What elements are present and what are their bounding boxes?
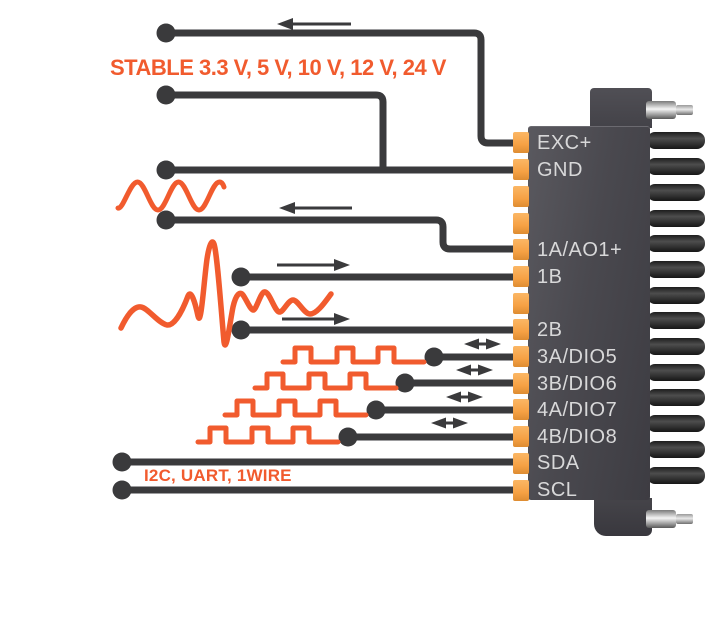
- wavelet-wave-icon: [118, 239, 334, 348]
- arrow-bidirectional-icon: [464, 338, 501, 350]
- cable: [647, 158, 705, 175]
- arrow-bidirectional-icon: [456, 364, 493, 376]
- cable: [647, 210, 705, 227]
- pin-label-4a-dio7: 4A/DIO7: [537, 399, 618, 421]
- cable: [647, 364, 705, 381]
- arrow-right-icon: [282, 313, 350, 325]
- pin-label-1b: 1B: [537, 266, 563, 288]
- pin-2b: [513, 319, 529, 340]
- pin-label-3a-dio5: 3A/DIO5: [537, 346, 618, 368]
- screw-tip: [676, 514, 693, 524]
- cable: [647, 441, 705, 458]
- pin-unlabeled: [513, 293, 529, 314]
- pin-exc-plus: [513, 132, 529, 153]
- cable: [647, 415, 705, 432]
- connector-body: [528, 126, 650, 500]
- pin-label-gnd: GND: [537, 159, 583, 181]
- wire-1a-ao1: [166, 216, 525, 253]
- square-wave-icon: [280, 345, 427, 365]
- protocols-label: I2C, UART, 1WIRE: [144, 466, 292, 485]
- pin-label-3b-dio6: 3B/DIO6: [537, 373, 618, 395]
- arrow-bidirectional-icon: [431, 417, 468, 429]
- connector-bottom-block: [594, 498, 652, 536]
- pin-label-4b-dio8: 4B/DIO8: [537, 426, 618, 448]
- pin-3a-dio5: [513, 346, 529, 367]
- wire-gnd-branch: [166, 91, 387, 170]
- screw-barrel: [646, 101, 676, 119]
- square-wave-icon: [195, 425, 341, 445]
- arrow-left-icon: [279, 202, 352, 214]
- pin-label-sda: SDA: [537, 452, 580, 474]
- pin-unlabeled: [513, 213, 529, 234]
- pin-3b-dio6: [513, 373, 529, 394]
- pin-sda: [513, 453, 529, 474]
- pin-1b: [513, 266, 529, 287]
- arrow-left-icon: [277, 18, 351, 30]
- square-wave-icon: [222, 398, 369, 418]
- cable: [647, 261, 705, 278]
- cable: [647, 312, 705, 329]
- cable: [647, 338, 705, 355]
- wire-exc-plus: [166, 29, 525, 147]
- arrow-bidirectional-icon: [446, 391, 483, 403]
- pin-label-1a-ao1: 1A/AO1+: [537, 239, 623, 261]
- screw-tip: [676, 105, 693, 115]
- arrow-right-icon: [277, 259, 350, 271]
- connector-top-block: [590, 88, 652, 128]
- cable: [647, 287, 705, 304]
- square-wave-icon: [252, 371, 399, 391]
- pin-1a-ao1: [513, 239, 529, 260]
- pin-unlabeled: [513, 186, 529, 207]
- pin-label-exc-plus: EXC+: [537, 132, 592, 154]
- pin-gnd: [513, 159, 529, 180]
- screw-barrel: [646, 510, 676, 528]
- screw-bottom: [646, 510, 694, 528]
- pin-scl: [513, 480, 529, 501]
- cable: [647, 184, 705, 201]
- pin-label-scl: SCL: [537, 479, 578, 501]
- cable: [647, 235, 705, 252]
- pin-4a-dio7: [513, 399, 529, 420]
- wire-endpoint-dots: [112, 23, 444, 500]
- sine-wave-icon: [115, 179, 227, 213]
- cable: [647, 389, 705, 406]
- cable: [647, 132, 705, 149]
- pin-4b-dio8: [513, 426, 529, 447]
- stable-voltages-label: STABLE 3.3 V, 5 V, 10 V, 12 V, 24 V: [110, 55, 446, 80]
- screw-top: [646, 101, 694, 119]
- pin-label-2b: 2B: [537, 319, 563, 341]
- cable: [647, 467, 705, 484]
